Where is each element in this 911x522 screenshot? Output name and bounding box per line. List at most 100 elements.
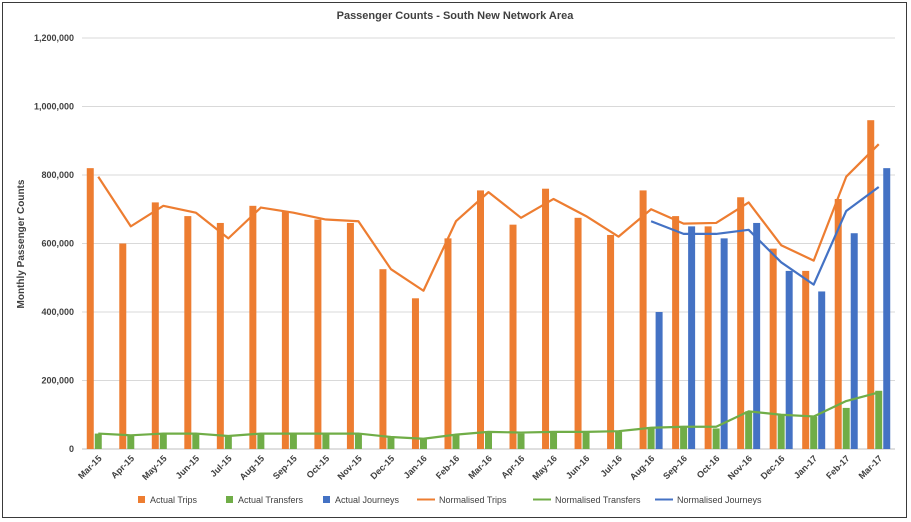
x-tick-label: Mar-17 — [857, 453, 885, 481]
bar-actual-transfers — [615, 431, 623, 449]
bar-actual-trips — [151, 202, 159, 449]
legend-swatch — [323, 496, 330, 503]
x-tick-label: Oct-16 — [695, 453, 722, 480]
bar-actual-transfers — [289, 433, 297, 449]
bar-actual-trips — [607, 234, 615, 449]
bar-actual-trips — [834, 198, 842, 449]
bar-actual-trips — [574, 217, 582, 449]
x-tick-label: Feb-17 — [824, 453, 852, 481]
line-normalised-transfers — [98, 391, 880, 440]
x-tick-label: Sep-15 — [271, 453, 299, 481]
y-tick-label: 200,000 — [41, 376, 74, 386]
bar-actual-journeys — [688, 226, 696, 449]
legend-label: Actual Trips — [150, 495, 198, 505]
bar-actual-trips — [444, 238, 452, 449]
legend-label: Normalised Trips — [439, 495, 507, 505]
bar-actual-trips — [281, 210, 289, 449]
bar-actual-trips — [411, 298, 419, 449]
x-tick-label: May-16 — [530, 453, 559, 482]
x-tick-label: Jul-15 — [208, 453, 233, 478]
x-tick-label: Dec-16 — [759, 453, 787, 481]
bar-actual-trips — [639, 190, 647, 449]
bar-actual-journeys — [655, 312, 663, 449]
legend-label: Normalised Transfers — [555, 495, 641, 505]
legend-label: Actual Journeys — [335, 495, 400, 505]
bar-actual-transfers — [810, 416, 818, 449]
bar-actual-trips — [704, 226, 712, 449]
bar-actual-journeys — [850, 233, 858, 449]
bar-actual-transfers — [224, 435, 232, 449]
bar-actual-journeys — [883, 168, 891, 449]
y-tick-label: 600,000 — [41, 239, 74, 249]
bar-actual-transfers — [257, 433, 265, 449]
x-tick-label: Apr-15 — [109, 453, 136, 480]
legend-swatch — [226, 496, 233, 503]
legend-swatch — [138, 496, 145, 503]
x-tick-label: Jan-17 — [792, 453, 819, 480]
bar-actual-transfers — [842, 407, 850, 449]
bar-actual-transfers — [550, 432, 558, 449]
bar-actual-journeys — [785, 270, 793, 449]
bar-actual-trips — [119, 243, 127, 449]
legend: Actual Trips Actual Transfers Actual Journ… — [138, 495, 762, 505]
bar-actual-trips — [249, 205, 257, 449]
bar-actual-transfers — [419, 438, 427, 449]
bar-actual-trips — [184, 216, 192, 449]
x-tick-label: Aug-16 — [628, 453, 657, 482]
x-tick-label: May-15 — [140, 453, 169, 482]
x-tick-label: Aug-15 — [238, 453, 267, 482]
x-tick-label: Mar-15 — [76, 453, 104, 481]
bar-actual-transfers — [875, 390, 883, 449]
bar-actual-trips — [314, 219, 322, 449]
y-axis-ticks: 0 200,000 400,000 600,000 800,000 1,000,000 1,… — [34, 33, 74, 454]
bar-actual-trips — [216, 222, 224, 449]
line-normalised-journeys — [650, 186, 880, 286]
x-tick-label: Oct-15 — [304, 453, 331, 480]
x-tick-label: Nov-16 — [726, 453, 754, 481]
bar-actual-transfers — [322, 433, 330, 449]
lines — [97, 143, 880, 440]
bar-actual-transfers — [94, 433, 102, 449]
bar-actual-trips — [542, 188, 550, 449]
y-tick-label: 0 — [69, 444, 74, 454]
bar-actual-journeys — [720, 238, 728, 449]
bar-actual-transfers — [127, 435, 135, 449]
line-normalised-trips — [97, 143, 880, 292]
bar-actual-transfers — [745, 411, 753, 449]
x-tick-label: Mar-16 — [466, 453, 494, 481]
bar-actual-trips — [346, 222, 354, 449]
bar-actual-trips — [769, 248, 777, 449]
x-tick-label: Nov-15 — [336, 453, 364, 481]
bar-actual-trips — [379, 269, 387, 449]
bar-actual-transfers — [354, 433, 362, 449]
y-tick-label: 800,000 — [41, 170, 74, 180]
x-tick-label: Sep-16 — [661, 453, 689, 481]
bar-actual-journeys — [818, 291, 826, 449]
bar-actual-trips — [477, 190, 484, 449]
y-tick-label: 1,000,000 — [34, 102, 74, 112]
x-tick-label: Jun-16 — [564, 453, 592, 481]
bar-actual-trips — [867, 120, 875, 449]
bar-actual-transfers — [192, 433, 200, 449]
legend-label: Actual Transfers — [238, 495, 304, 505]
bar-actual-transfers — [159, 434, 167, 449]
bar-actual-transfers — [452, 434, 460, 449]
bar-actual-trips — [672, 216, 680, 449]
bar-actual-transfers — [485, 432, 492, 449]
bar-actual-transfers — [387, 437, 395, 449]
x-tick-label: Feb-16 — [434, 453, 462, 481]
bar-actual-trips — [802, 270, 810, 449]
bar-actual-transfers — [517, 433, 525, 449]
legend-label: Normalised Journeys — [677, 495, 762, 505]
x-axis-ticks: Mar-15 Apr-15 May-15 Jun-15 Jul-15 Aug-15 Sep-… — [76, 453, 884, 482]
bar-actual-trips — [737, 197, 745, 449]
y-axis-label: Monthly Passenger Counts — [16, 179, 27, 308]
bar-actual-transfers — [582, 432, 590, 449]
bar-actual-transfers — [647, 428, 655, 449]
bar-actual-journeys — [753, 222, 761, 449]
bar-actual-trips — [86, 168, 94, 449]
x-tick-label: Jul-16 — [599, 453, 624, 478]
y-tick-label: 1,200,000 — [34, 33, 74, 43]
bar-actual-transfers — [777, 414, 785, 449]
